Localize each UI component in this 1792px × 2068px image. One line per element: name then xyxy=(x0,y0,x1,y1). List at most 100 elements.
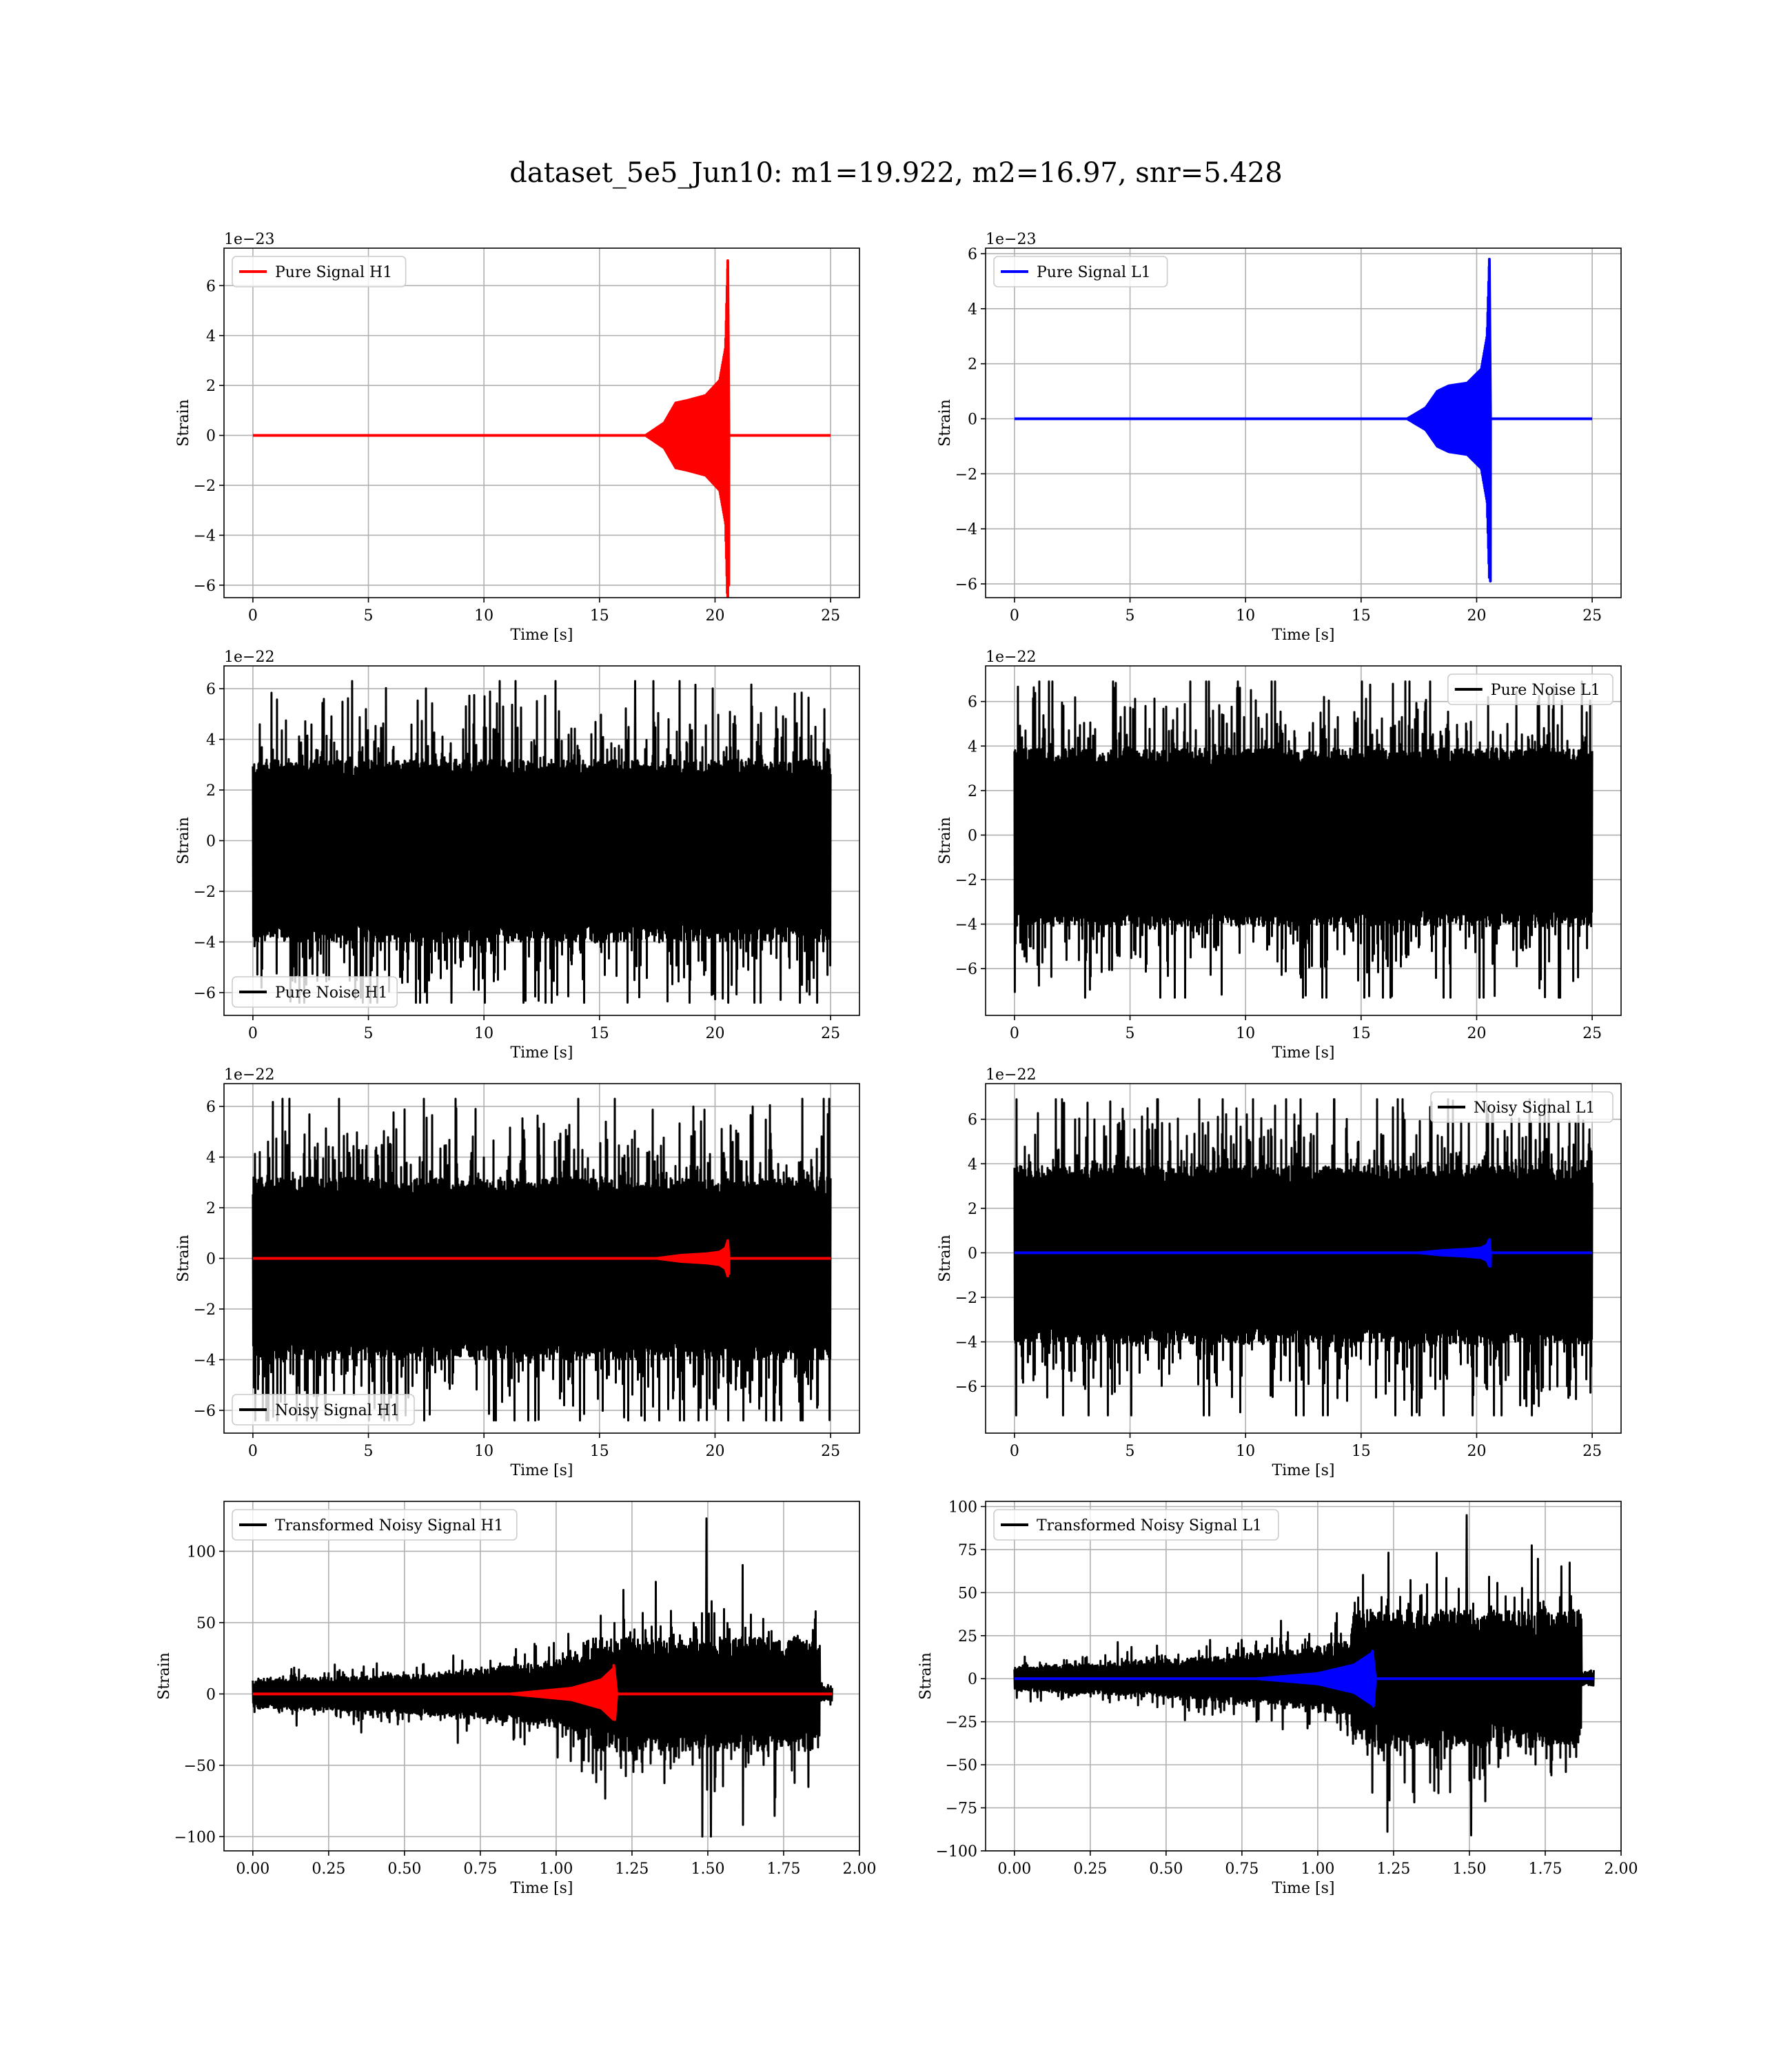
x-tick-label: 15 xyxy=(1352,607,1371,625)
plot-area xyxy=(1013,1514,1595,1836)
y-tick-label: −4 xyxy=(955,917,977,934)
legend: Pure Signal H1 xyxy=(232,256,407,287)
x-tick-label: 20 xyxy=(1467,1443,1486,1460)
transformed-noisy-signal-h1-overlay-line xyxy=(252,1664,833,1721)
y-tick-label: −2 xyxy=(955,466,977,483)
y-tick-label: 6 xyxy=(206,681,216,698)
x-tick-label: 1.75 xyxy=(766,1861,800,1878)
x-tick-label: 0 xyxy=(1010,1443,1019,1460)
offset-text: 1e−22 xyxy=(224,1066,274,1084)
y-tick-label: 0 xyxy=(206,428,216,445)
pure-noise-h1-line xyxy=(252,680,832,1004)
x-tick-label: 20 xyxy=(1467,1025,1486,1042)
y-axis-label: Strain xyxy=(175,1235,192,1282)
y-tick-label: 4 xyxy=(206,1150,216,1167)
x-tick-label: 5 xyxy=(364,1443,374,1460)
y-tick-label: 4 xyxy=(968,1156,977,1173)
y-axis-label: Strain xyxy=(156,1652,173,1700)
chart-transformed-noisy-signal-h1: 0.00 0.25 0.50 0.75 1.00 1.25 1.50 1.75 2.00 −100… xyxy=(156,1501,876,1897)
y-tick-label: 6 xyxy=(206,278,216,295)
y-tick-label: −4 xyxy=(955,1335,977,1352)
y-tick-label: 100 xyxy=(948,1499,977,1516)
y-tick-label: −2 xyxy=(955,1290,977,1307)
legend-label: Noisy Signal L1 xyxy=(1474,1099,1595,1117)
x-tick-label: 15 xyxy=(590,607,609,625)
x-tick-label: 0.50 xyxy=(1149,1861,1183,1878)
y-axis-label: Strain xyxy=(175,399,192,447)
x-tick-label: 15 xyxy=(1352,1443,1371,1460)
y-tick-label: 6 xyxy=(968,246,977,263)
offset-text: 1e−23 xyxy=(224,231,274,248)
y-tick-label: −100 xyxy=(936,1843,977,1861)
legend-box xyxy=(1447,673,1613,705)
plot-area xyxy=(252,1517,833,1838)
y-axis-label: Strain xyxy=(937,399,954,447)
chart-pure-noise-h1: 0 5 10 15 20 25 −6 −4 −2 0 2 4 6 Time [s] Strain 1e−22 P… xyxy=(175,649,860,1062)
noisy-signal-h1-line xyxy=(252,1097,832,1422)
legend-label: Transformed Noisy Signal L1 xyxy=(1037,1517,1262,1534)
y-axis-label: Strain xyxy=(937,1235,954,1282)
x-axis-label: Time [s] xyxy=(510,1462,573,1479)
x-tick-label: 10 xyxy=(474,1025,493,1042)
y-tick-label: 2 xyxy=(968,356,977,374)
x-tick-label: 25 xyxy=(821,1443,840,1460)
x-tick-label: 1.00 xyxy=(1301,1861,1334,1878)
x-axis-label: Time [s] xyxy=(1272,627,1334,644)
y-tick-label: −6 xyxy=(955,1379,977,1396)
y-tick-label: 50 xyxy=(196,1615,216,1632)
x-axis-label: Time [s] xyxy=(510,627,573,644)
legend-label: Pure Noise L1 xyxy=(1491,682,1600,699)
x-tick-label: 1.75 xyxy=(1528,1861,1562,1878)
offset-text: 1e−22 xyxy=(986,1066,1036,1084)
legend: Transformed Noisy Signal L1 xyxy=(993,1509,1279,1541)
x-tick-label: 1.25 xyxy=(615,1861,649,1878)
y-tick-label: −75 xyxy=(946,1801,977,1818)
x-tick-label: 25 xyxy=(821,1025,840,1042)
x-tick-label: 2.00 xyxy=(1605,1861,1638,1878)
transformed-noisy-signal-l1-overlay-line xyxy=(1014,1650,1594,1708)
y-tick-label: 4 xyxy=(206,328,216,345)
y-tick-label: 50 xyxy=(958,1585,977,1602)
x-axis-label: Time [s] xyxy=(510,1044,573,1062)
legend: Noisy Signal H1 xyxy=(232,1394,415,1426)
offset-text: 1e−22 xyxy=(224,649,274,666)
x-tick-label: 0.50 xyxy=(387,1861,421,1878)
noisy-signal-h1-overlay-line xyxy=(252,1239,831,1278)
chart-pure-signal-h1: 0 5 10 15 20 25 −6 −4 −2 0 2 4 6 Time [s] Strain 1e−23P… xyxy=(175,231,860,644)
axes-frame xyxy=(985,247,1622,598)
legend-box xyxy=(993,1509,1279,1541)
x-tick-label: 20 xyxy=(705,607,724,625)
y-tick-label: 6 xyxy=(206,1099,216,1116)
x-tick-label: 25 xyxy=(1582,1025,1602,1042)
y-tick-label: 4 xyxy=(968,301,977,318)
x-tick-label: 20 xyxy=(1467,607,1486,625)
plot-area xyxy=(252,1097,832,1422)
x-tick-label: 1.50 xyxy=(1452,1861,1486,1878)
x-tick-label: 1.00 xyxy=(539,1861,573,1878)
x-tick-label: 0.00 xyxy=(236,1861,269,1878)
y-tick-label: 0 xyxy=(206,1686,216,1703)
y-tick-label: 0 xyxy=(968,1671,977,1688)
x-tick-label: 25 xyxy=(1582,1443,1602,1460)
pure-signal-h1-line xyxy=(252,259,831,598)
y-tick-label: 2 xyxy=(968,1201,977,1218)
legend-box xyxy=(232,1509,518,1541)
y-tick-label: 2 xyxy=(968,783,977,800)
y-tick-label: 0 xyxy=(968,827,977,844)
x-tick-label: 0.75 xyxy=(463,1861,497,1878)
axes-frame xyxy=(985,1083,1622,1434)
y-tick-label: −2 xyxy=(194,884,216,901)
x-tick-label: 15 xyxy=(590,1025,609,1042)
y-tick-label: 25 xyxy=(958,1628,977,1645)
x-tick-label: 0.25 xyxy=(312,1861,345,1878)
legend-box xyxy=(1430,1091,1613,1123)
y-axis-label: Strain xyxy=(175,817,192,864)
legend: Transformed Noisy Signal H1 xyxy=(232,1509,518,1541)
x-tick-label: 10 xyxy=(1236,1443,1255,1460)
y-tick-label: −2 xyxy=(194,1301,216,1319)
chart-pure-noise-l1: 0 5 10 15 20 25 −6 −4 −2 0 2 4 6 Time [s] Strain 1e−22 P… xyxy=(937,649,1622,1062)
axes-frame xyxy=(985,1501,1622,1852)
x-tick-label: 2.00 xyxy=(843,1861,877,1878)
y-tick-label: 0 xyxy=(968,412,977,429)
